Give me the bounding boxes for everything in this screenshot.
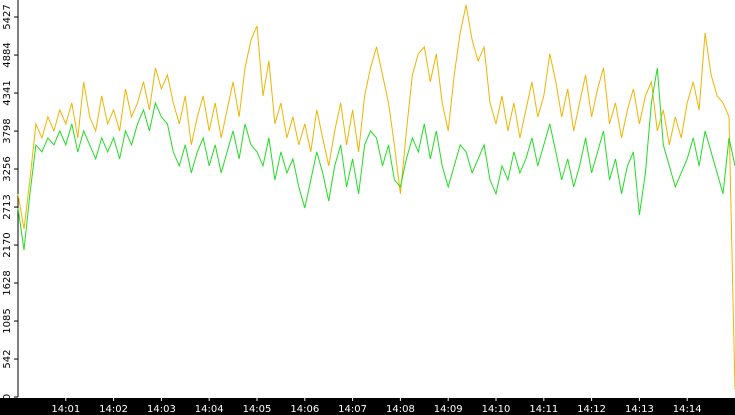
series-line bbox=[17, 67, 735, 251]
x-tick-label: 14:12 bbox=[577, 404, 606, 415]
y-tick-label: 0 bbox=[2, 394, 13, 400]
x-tick-label: 14:01 bbox=[51, 404, 80, 415]
y-tick-label: 3798 bbox=[2, 118, 13, 143]
x-tick-label: 14:02 bbox=[99, 404, 128, 415]
x-tick-label: 14:03 bbox=[147, 404, 176, 415]
y-tick-label: 5427 bbox=[2, 4, 13, 29]
x-tick-label: 14:07 bbox=[338, 404, 367, 415]
y-tick-label: 542 bbox=[2, 350, 13, 369]
y-tick-label: 2170 bbox=[2, 232, 13, 257]
x-tick-label: 14:06 bbox=[290, 404, 319, 415]
x-axis-bar bbox=[0, 398, 735, 415]
y-tick-label: 3256 bbox=[2, 156, 13, 181]
x-tick-label: 14:09 bbox=[434, 404, 463, 415]
x-tick-label: 14:04 bbox=[195, 404, 224, 415]
y-tick-label: 2713 bbox=[2, 194, 13, 219]
x-tick-label: 14:08 bbox=[386, 404, 415, 415]
x-tick-label: 14:14 bbox=[673, 404, 702, 415]
x-tick-label: 14:05 bbox=[243, 404, 272, 415]
y-tick-label: 1628 bbox=[2, 270, 13, 295]
x-tick-label: 14:10 bbox=[482, 404, 511, 415]
x-tick-label: 14:13 bbox=[625, 404, 654, 415]
y-tick-label: 4341 bbox=[2, 80, 13, 105]
series-line bbox=[17, 4, 735, 391]
x-tick-label: 14:11 bbox=[529, 404, 558, 415]
y-tick-label: 4884 bbox=[2, 42, 13, 67]
y-tick-label: 1085 bbox=[2, 308, 13, 333]
